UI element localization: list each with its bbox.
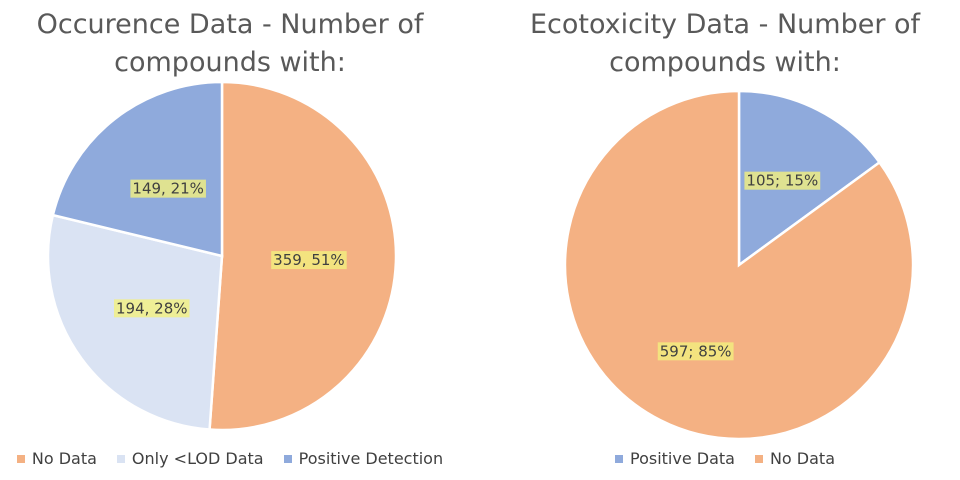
legend-swatch — [754, 454, 763, 463]
legend-label: No Data — [31, 449, 97, 468]
data-label-text: 105; 15% — [746, 172, 818, 190]
chart-title-line: compounds with: — [114, 47, 346, 78]
legend-label: Only <LOD Data — [131, 449, 264, 468]
legend-label: Positive Detection — [298, 449, 444, 468]
data-label-text: 194, 28% — [116, 299, 188, 317]
pie-chart: 359, 51% 194, 28% 149, 21% — [46, 80, 398, 432]
data-label: 149, 21% — [130, 179, 206, 198]
data-label-highlight — [130, 179, 206, 198]
data-label-highlight — [271, 251, 347, 270]
chart-title-line: Ecotoxicity Data - Number of — [529, 9, 921, 40]
chart-title: Occurence Data - Number of compounds wit… — [0, 6, 460, 82]
data-label: 597; 85% — [657, 342, 734, 361]
ecotoxicity-chart: Ecotoxicity Data - Number of compounds w… — [490, 0, 960, 480]
pie-slice — [46, 213, 224, 431]
data-label-text: 149, 21% — [132, 180, 204, 198]
data-label-text: 359, 51% — [273, 251, 345, 269]
legend-item: Only <LOD Data — [116, 449, 264, 468]
legend-item: Positive Detection — [283, 449, 444, 468]
chart-title: Ecotoxicity Data - Number of compounds w… — [490, 6, 960, 82]
legend-swatch — [283, 454, 292, 463]
chart-legend: Positive Data No Data — [490, 449, 960, 468]
legend-label: No Data — [769, 449, 835, 468]
legend-item: No Data — [754, 449, 835, 468]
data-label: 105; 15% — [744, 171, 821, 190]
legend-swatch — [614, 454, 623, 463]
chart-title-line: Occurence Data - Number of — [36, 9, 424, 40]
data-label: 359, 51% — [271, 251, 347, 270]
legend-swatch — [116, 454, 125, 463]
data-label-highlight — [113, 299, 190, 318]
data-label: 194, 28% — [113, 299, 190, 318]
legend-swatch — [16, 454, 25, 463]
occurrence-chart: Occurence Data - Number of compounds wit… — [0, 0, 460, 480]
legend-label: Positive Data — [629, 449, 735, 468]
pie-slice — [51, 80, 224, 258]
data-label-highlight — [744, 171, 821, 190]
chart-title-line: compounds with: — [609, 47, 841, 78]
legend-item: No Data — [16, 449, 97, 468]
data-label-text: 597; 85% — [660, 342, 732, 360]
chart-legend: No Data Only <LOD Data Positive Detection — [0, 449, 460, 468]
legend-item: Positive Data — [614, 449, 735, 468]
pie-chart: 105; 15% 597; 85% — [563, 89, 915, 440]
data-label-highlight — [657, 342, 734, 361]
pie-slice — [563, 89, 915, 440]
